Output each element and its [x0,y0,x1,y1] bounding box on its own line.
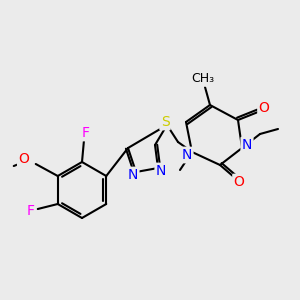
Text: F: F [27,204,35,218]
Text: O: O [18,152,29,166]
Text: CH₃: CH₃ [191,73,214,85]
Text: S: S [160,115,169,129]
Text: N: N [182,148,192,162]
Text: O: O [259,101,269,115]
Text: F: F [82,126,90,140]
Text: N: N [128,168,138,182]
Text: N: N [156,164,166,178]
Text: O: O [234,175,244,189]
Text: N: N [242,138,252,152]
